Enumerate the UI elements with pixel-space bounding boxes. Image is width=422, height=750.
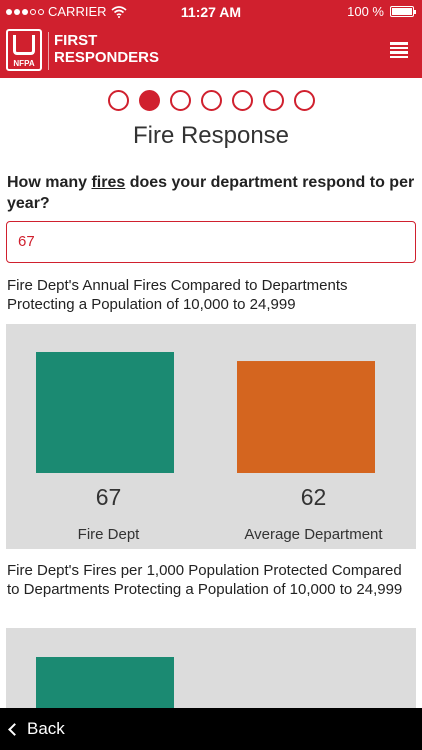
signal-carrier: CARRIER (6, 4, 127, 19)
step-dot-5[interactable] (231, 90, 253, 111)
question-before: How many (7, 174, 92, 191)
step-dot-3[interactable] (169, 90, 191, 111)
signal-strength-icon (6, 8, 44, 15)
clock: 11:27 AM (180, 4, 242, 20)
battery-icon (390, 6, 416, 17)
question-text: How many fires does your department resp… (7, 172, 417, 214)
per-capita-bars (36, 657, 174, 708)
back-button[interactable]: Back (8, 719, 65, 739)
back-label: Back (27, 719, 65, 738)
logo-text: NFPA (13, 59, 35, 68)
page-title: Fire Response (132, 122, 290, 149)
app-title-line1: FIRST (54, 32, 98, 49)
battery-percent: 100 % (347, 4, 384, 19)
fire-dept-value: 67 (95, 484, 122, 510)
chevron-left-icon (8, 722, 21, 736)
fire-dept-label: Fire Dept (77, 526, 140, 543)
step-dot-7[interactable] (293, 90, 315, 111)
step-dot-1[interactable] (107, 90, 129, 111)
step-dot-2[interactable] (138, 90, 160, 111)
fire-dept-per-capita-bar (36, 657, 174, 708)
carrier-name: CARRIER (48, 4, 107, 19)
battery-status: 100 % (347, 4, 416, 19)
step-dot-6[interactable] (262, 90, 284, 111)
per-capita-chart (6, 628, 416, 708)
app-title-line2: RESPONDERS (54, 49, 160, 66)
wifi-icon (110, 5, 127, 18)
question-after: does your department respond to per year… (7, 174, 415, 212)
annual-fires-caption: Fire Dept's Annual Fires Compared to Dep… (7, 277, 348, 313)
status-bar: CARRIER 11:27 AM 100 % (0, 0, 422, 24)
nfpa-logo: NFPA (6, 29, 42, 71)
header-divider (48, 32, 49, 70)
step-dot-4[interactable] (200, 90, 222, 111)
average-value: 62 (300, 484, 327, 510)
average-label: Average Department (244, 526, 383, 543)
average-department-bar (237, 361, 375, 473)
list-icon[interactable] (390, 42, 408, 58)
fire-dept-bar (36, 352, 174, 473)
app-header: NFPA FIRST RESPONDERS (0, 24, 422, 78)
step-indicator (0, 90, 422, 111)
fires-count-input[interactable]: 67 (6, 221, 416, 263)
annual-fires-chart: 67 62 Fire Dept Average Department (6, 324, 416, 549)
app-title: FIRST RESPONDERS (54, 32, 159, 66)
per-capita-caption: Fire Dept's Fires per 1,000 Population P… (7, 562, 403, 598)
annual-fires-bars (36, 352, 375, 473)
bottom-nav: Back (0, 708, 422, 750)
fires-link[interactable]: fires (91, 174, 126, 191)
